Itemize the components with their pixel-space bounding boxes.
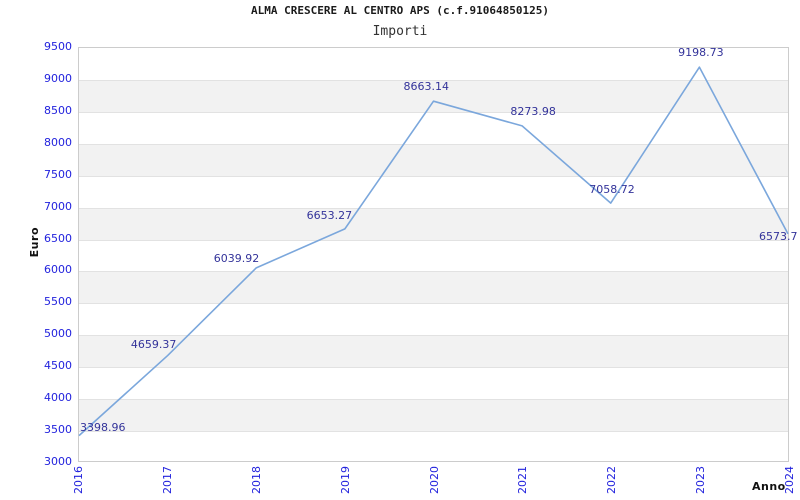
gridline — [79, 176, 788, 177]
y-tick-label: 9000 — [44, 71, 72, 85]
y-tick-label: 8500 — [44, 103, 72, 117]
x-tick-label: 2016 — [72, 466, 85, 494]
plot-band — [79, 143, 788, 176]
y-tick-label: 6500 — [44, 231, 72, 245]
plot-band — [79, 399, 788, 432]
y-axis: 3000 3500 4000 4500 5000 5500 6000 6500 7000 7500… — [0, 40, 72, 468]
y-tick-label: 5000 — [44, 327, 72, 341]
gridline — [79, 80, 788, 81]
x-tick-label: 2021 — [516, 466, 530, 494]
plot-band — [79, 335, 788, 368]
gridline — [79, 303, 788, 304]
y-tick-label: 4500 — [44, 359, 72, 373]
series-line-importi — [78, 66, 789, 437]
point-value-label: 9198.73 — [678, 46, 724, 60]
point-value-label: 6653.27 — [306, 208, 353, 222]
plot-area — [78, 47, 789, 462]
y-tick-label: 4000 — [44, 391, 72, 405]
y-tick-label: 9500 — [44, 40, 72, 53]
y-tick-label: 8000 — [44, 135, 72, 149]
x-tick-label: 2022 — [605, 466, 619, 494]
y-tick-label: 5500 — [44, 295, 72, 309]
x-axis: 2016 2017 2018 2019 2020 2021 2022 2023 2024 — [72, 466, 796, 500]
gridline — [79, 208, 788, 209]
x-tick-label: 2018 — [249, 466, 263, 494]
gridline — [79, 367, 788, 368]
chart-subtitle: Importi — [372, 24, 428, 39]
gridline — [79, 335, 788, 336]
y-tick-label: 3500 — [44, 423, 72, 437]
gridline — [79, 144, 788, 145]
point-value-label: 8273.98 — [510, 105, 556, 119]
point-value-label: 8663.14 — [403, 80, 450, 94]
plot-band — [79, 271, 788, 304]
y-tick-label: 6000 — [44, 263, 72, 277]
y-tick-label: 3000 — [44, 455, 72, 468]
y-tick-label: 7000 — [44, 199, 72, 213]
x-tick-label: 2017 — [160, 466, 174, 494]
gridline — [79, 399, 788, 400]
y-axis-title: Euro — [28, 227, 41, 258]
gridline — [79, 112, 788, 113]
y-tick-label: 7500 — [44, 167, 72, 181]
x-axis-title: Anno — [752, 480, 786, 493]
x-tick-label: 2023 — [694, 466, 708, 494]
x-tick-label: 2020 — [427, 466, 441, 494]
point-value-label: 6039.92 — [213, 251, 260, 265]
point-value-label: 3398.96 — [80, 420, 126, 434]
gridline — [79, 240, 788, 241]
point-value-label: 6573.7 — [759, 229, 798, 243]
chart-title: ALMA CRESCERE AL CENTRO APS (c.f.9106485… — [250, 4, 549, 17]
plot-band — [79, 207, 788, 240]
point-value-label: 7058.72 — [589, 182, 635, 196]
series-polyline — [78, 66, 789, 437]
point-value-label: 4659.37 — [130, 338, 177, 352]
plot-band — [79, 79, 788, 112]
x-tick-label: 2019 — [338, 466, 352, 494]
gridline — [79, 431, 788, 432]
gridline — [79, 271, 788, 272]
